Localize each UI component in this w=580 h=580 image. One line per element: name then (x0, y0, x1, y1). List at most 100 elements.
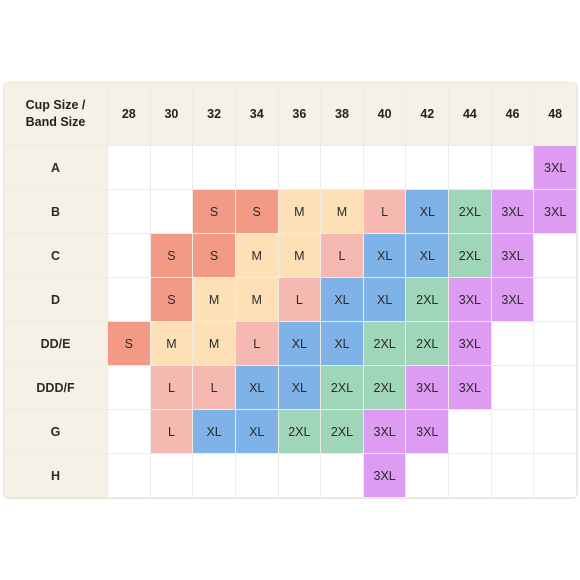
empty-cell (108, 190, 151, 234)
size-cell: L (278, 278, 322, 322)
empty-cell (193, 146, 236, 190)
size-grid: Cup Size / Band Size 28 30 32 34 36 38 40 42 44 4… (4, 83, 577, 498)
size-cell: 3XL (491, 278, 535, 322)
size-cell: 3XL (491, 234, 535, 278)
size-cell: M (321, 190, 364, 234)
empty-cell (321, 454, 364, 498)
cup-header: D (4, 278, 108, 322)
size-cell: XL (321, 322, 364, 366)
size-cell: 2XL (321, 410, 364, 454)
size-cell: L (150, 366, 194, 410)
band-header: 44 (449, 83, 492, 146)
size-cell: S (193, 190, 236, 234)
size-cell: XL (278, 322, 322, 366)
empty-cell (491, 322, 535, 366)
band-header: 36 (278, 83, 322, 146)
band-header: 28 (108, 83, 151, 146)
empty-cell (235, 454, 279, 498)
size-cell: 3XL (406, 366, 450, 410)
size-cell: 3XL (449, 278, 492, 322)
empty-cell (449, 410, 492, 454)
size-cell: L (150, 410, 194, 454)
corner-header: Cup Size / Band Size (4, 83, 108, 146)
size-cell: 3XL (491, 190, 535, 234)
cup-header: B (4, 190, 108, 234)
size-cell: 3XL (534, 190, 577, 234)
empty-cell (491, 146, 535, 190)
empty-cell (278, 454, 322, 498)
band-header: 32 (193, 83, 236, 146)
empty-cell (534, 234, 577, 278)
empty-cell (108, 278, 151, 322)
cup-header: A (4, 146, 108, 190)
size-cell: 3XL (363, 454, 407, 498)
empty-cell (150, 190, 194, 234)
size-cell: XL (406, 190, 450, 234)
empty-cell (534, 278, 577, 322)
size-cell: 2XL (278, 410, 322, 454)
size-cell: 2XL (449, 190, 492, 234)
empty-cell (534, 366, 577, 410)
size-cell: XL (235, 366, 279, 410)
size-cell: 3XL (449, 322, 492, 366)
corner-label-cup: Cup Size / (25, 98, 86, 112)
size-chart: Cup Size / Band Size 28 30 32 34 36 38 40 42 44 4… (3, 82, 578, 499)
band-header: 48 (534, 83, 577, 146)
size-cell: 3XL (363, 410, 407, 454)
band-header: 40 (363, 83, 407, 146)
size-cell: M (235, 278, 279, 322)
band-header: 34 (235, 83, 279, 146)
empty-cell (491, 366, 535, 410)
empty-cell (108, 146, 151, 190)
size-cell: XL (363, 278, 407, 322)
cup-header: C (4, 234, 108, 278)
size-cell: 2XL (406, 278, 450, 322)
empty-cell (108, 454, 151, 498)
cup-header: DD/E (4, 322, 108, 366)
empty-cell (534, 454, 577, 498)
size-cell: M (278, 234, 322, 278)
size-cell: 2XL (406, 322, 450, 366)
empty-cell (108, 234, 151, 278)
cup-header: G (4, 410, 108, 454)
empty-cell (449, 146, 492, 190)
empty-cell (491, 410, 535, 454)
size-cell: M (150, 322, 194, 366)
empty-cell (150, 146, 194, 190)
empty-cell (108, 410, 151, 454)
band-header: 42 (406, 83, 450, 146)
size-cell: 3XL (406, 410, 450, 454)
size-cell: L (363, 190, 407, 234)
empty-cell (534, 410, 577, 454)
size-cell: XL (278, 366, 322, 410)
size-cell: L (235, 322, 279, 366)
corner-label-band: Band Size (25, 115, 86, 129)
size-cell: 2XL (321, 366, 364, 410)
size-cell: XL (406, 234, 450, 278)
size-cell: M (278, 190, 322, 234)
empty-cell (321, 146, 364, 190)
empty-cell (150, 454, 194, 498)
empty-cell (449, 454, 492, 498)
empty-cell (491, 454, 535, 498)
empty-cell (534, 322, 577, 366)
size-cell: M (193, 322, 236, 366)
band-header: 46 (491, 83, 535, 146)
size-cell: S (235, 190, 279, 234)
size-cell: S (193, 234, 236, 278)
cup-header: DDD/F (4, 366, 108, 410)
band-header: 30 (150, 83, 194, 146)
empty-cell (363, 146, 407, 190)
band-header: 38 (321, 83, 364, 146)
size-cell: XL (193, 410, 236, 454)
size-cell: 2XL (449, 234, 492, 278)
size-cell: 3XL (449, 366, 492, 410)
empty-cell (406, 454, 450, 498)
size-cell: XL (321, 278, 364, 322)
size-cell: 2XL (363, 366, 407, 410)
empty-cell (235, 146, 279, 190)
size-cell: XL (235, 410, 279, 454)
size-cell: XL (363, 234, 407, 278)
empty-cell (193, 454, 236, 498)
size-cell: L (193, 366, 236, 410)
